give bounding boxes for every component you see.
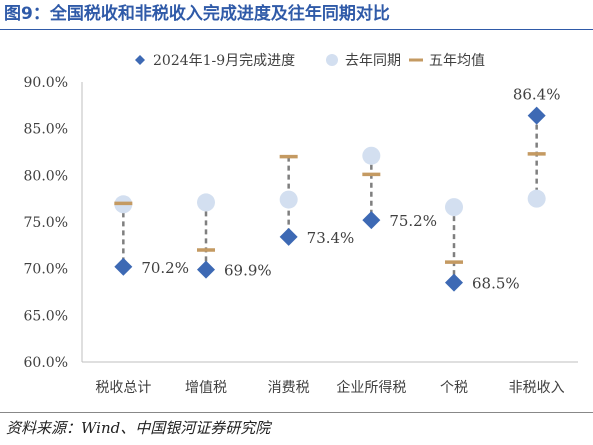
legend-label: 2024年1-9月完成进度 [153, 53, 295, 69]
y-axis: 60.0% 65.0% 70.0% 75.0% 80.0% 85.0% 90.0% [24, 75, 83, 371]
last-year-point [445, 198, 463, 217]
progress-chart: 2024年1-9月完成进度 去年同期 五年均值 60.0% 65.0% 70.0% 75.… [24, 53, 578, 396]
last-year-point [527, 189, 546, 208]
data-label: 69.9% [224, 262, 272, 280]
chart-legend: 2024年1-9月完成进度 去年同期 五年均值 [135, 53, 485, 69]
last-year-point [362, 146, 381, 165]
progress-point [114, 257, 133, 276]
legend-label: 五年均值 [429, 53, 485, 69]
y-tick-label: 65.0% [24, 308, 68, 324]
data-label: 73.4% [307, 229, 355, 247]
progress-point [527, 106, 546, 125]
legend-diamond-marker [135, 55, 145, 65]
x-axis: 税收总计 增值税 消费税 企业所得税 个税 非税收入 [82, 361, 578, 396]
y-tick-label: 85.0% [24, 122, 68, 138]
x-tick-label: 消费税 [268, 380, 310, 396]
connector-lines [122, 115, 538, 283]
last-year-point [279, 190, 298, 209]
progress-point [362, 211, 381, 230]
source-divider [0, 412, 593, 413]
legend-circle-marker [326, 54, 338, 66]
x-tick-label: 非税收入 [509, 380, 565, 396]
legend-label: 去年同期 [345, 53, 401, 69]
x-tick-label: 企业所得税 [336, 379, 406, 396]
title-divider [0, 29, 593, 30]
last-year-point [197, 193, 215, 212]
data-label: 68.5% [472, 275, 520, 293]
y-tick-label: 60.0% [24, 355, 68, 371]
y-tick-label: 70.0% [24, 262, 68, 278]
x-tick-label: 税收总计 [95, 380, 151, 396]
source-note: 资料来源：Wind、中国银河证券研究院 [6, 419, 271, 437]
progress-point [445, 273, 463, 292]
x-tick-label: 增值税 [185, 380, 227, 396]
data-label: 70.2% [141, 259, 189, 277]
y-tick-label: 80.0% [24, 168, 68, 184]
data-label: 75.2% [389, 212, 437, 230]
data-label: 86.4% [513, 86, 561, 104]
x-tick-label: 个税 [440, 380, 468, 396]
progress-point [197, 260, 215, 279]
data-marks: 70.2% 69.9% 73.4% 75.2% 68.5% 86.4% [114, 86, 560, 293]
y-tick-label: 75.0% [24, 215, 68, 231]
y-tick-label: 90.0% [24, 75, 68, 91]
progress-point [279, 227, 298, 246]
figure-title: 图9：全国税收和非税收入完成进度及往年同期对比 [4, 4, 390, 24]
